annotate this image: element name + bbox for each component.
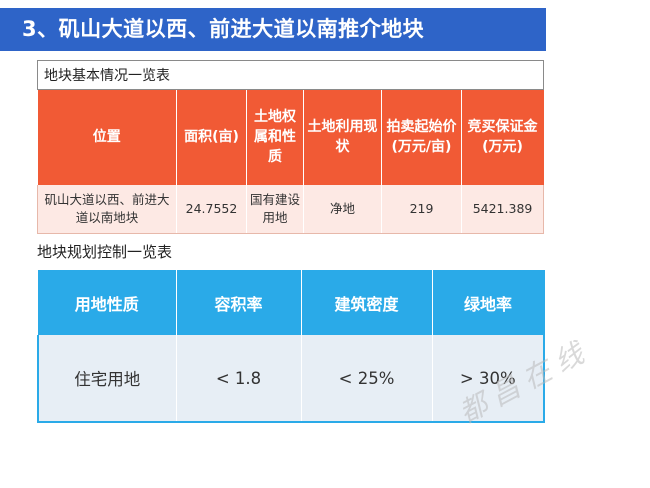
info-header-area: 面积(亩) [176,89,247,185]
plan-header-green-ratio: 绿地率 [432,270,545,335]
plan-table-caption: 地块规划控制一览表 [37,243,173,261]
table-row: 矶山大道以西、前进大道以南地块 24.7552 国有建设用地 净地 219 54… [37,184,545,234]
info-cell-location: 矶山大道以西、前进大道以南地块 [37,184,177,234]
planning-control-table: 用地性质 容积率 建筑密度 绿地率 住宅用地 < 1.8 < 25% > 30% [37,270,545,423]
info-header-deposit: 竞买保证金(万元) [461,89,545,185]
info-table-caption: 地块基本情况一览表 [36,60,545,90]
plan-header-plot-ratio: 容积率 [176,270,302,335]
info-header-start-price: 拍卖起始价(万元/亩) [381,89,462,185]
info-cell-ownership: 国有建设用地 [246,184,304,234]
info-table-header-row: 位置 面积(亩) 土地权属和性质 土地利用现状 拍卖起始价(万元/亩) 竞买保证… [37,89,545,185]
plan-cell-green-ratio: > 30% [432,335,545,423]
plan-cell-land-nature: 住宅用地 [37,335,177,423]
plan-table-header-row: 用地性质 容积率 建筑密度 绿地率 [38,270,545,335]
info-cell-deposit: 5421.389 [461,184,545,234]
slide-title: 3、矶山大道以西、前进大道以南推介地块 [0,8,546,51]
land-info-table: 地块基本情况一览表 位置 面积(亩) 土地权属和性质 土地利用现状 拍卖起始价(… [36,60,545,234]
info-header-ownership: 土地权属和性质 [246,89,304,185]
plan-header-land-nature: 用地性质 [38,270,177,335]
plan-cell-plot-ratio: < 1.8 [176,335,302,423]
plan-cell-building-density: < 25% [301,335,433,423]
info-header-land-use: 土地利用现状 [303,89,382,185]
table-row: 住宅用地 < 1.8 < 25% > 30% [37,335,545,423]
info-cell-area: 24.7552 [176,184,247,234]
info-cell-start-price: 219 [381,184,462,234]
info-cell-land-use: 净地 [303,184,382,234]
plan-header-building-density: 建筑密度 [301,270,433,335]
info-header-location: 位置 [37,89,177,185]
